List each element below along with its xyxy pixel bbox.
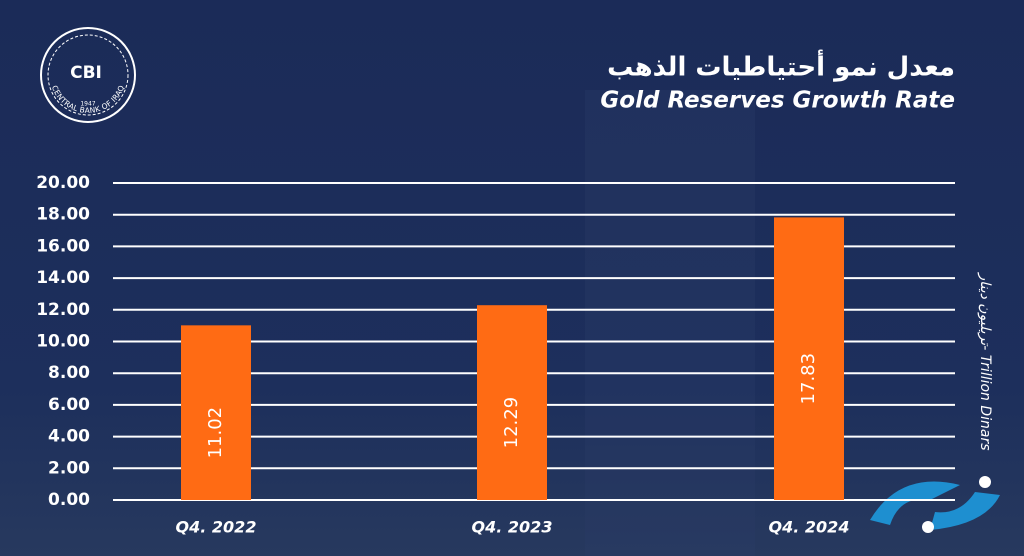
y-tick-label: 0.00 [48, 490, 90, 510]
logo-year: 1947 [80, 101, 95, 108]
y-tick-label: 14.00 [36, 268, 90, 288]
corner-shape [930, 492, 1000, 530]
y-tick-label: 10.00 [36, 332, 90, 352]
y-tick-label: 16.00 [36, 236, 90, 256]
x-tick-label: Q4. 2023 [472, 518, 553, 537]
logo-inner [47, 34, 129, 116]
chart-subtitle: Gold Reserves Growth Rate [600, 88, 955, 114]
building-silhouette [585, 90, 755, 556]
y-axis-label: تريليون دينار- Trillion Dinars [977, 271, 993, 450]
y-tick-label: 20.00 [36, 173, 90, 193]
bar [477, 305, 547, 500]
y-tick-label: 6.00 [48, 395, 90, 415]
x-tick-label: Q4. 2024 [769, 518, 850, 537]
corner-dot [979, 476, 991, 488]
y-tick-label: 8.00 [48, 363, 90, 383]
chart-title: معدل نمو أحتياطيات الذهب [607, 50, 955, 83]
value-label: 17.83 [798, 353, 819, 405]
bar [181, 325, 251, 500]
y-tick-label: 4.00 [48, 427, 90, 447]
y-tick-label: 12.00 [36, 300, 90, 320]
y-tick-label: 2.00 [48, 458, 90, 478]
y-tick-label: 18.00 [36, 205, 90, 225]
corner-shape [870, 481, 960, 525]
logo-abbr: CBI [70, 63, 102, 83]
x-tick-label: Q4. 2022 [176, 518, 257, 537]
logo-ring [40, 27, 136, 123]
corner-logo [870, 476, 1000, 533]
value-label: 11.02 [205, 407, 226, 459]
value-label: 12.29 [501, 397, 522, 449]
bar [774, 217, 844, 500]
corner-dot [922, 521, 934, 533]
